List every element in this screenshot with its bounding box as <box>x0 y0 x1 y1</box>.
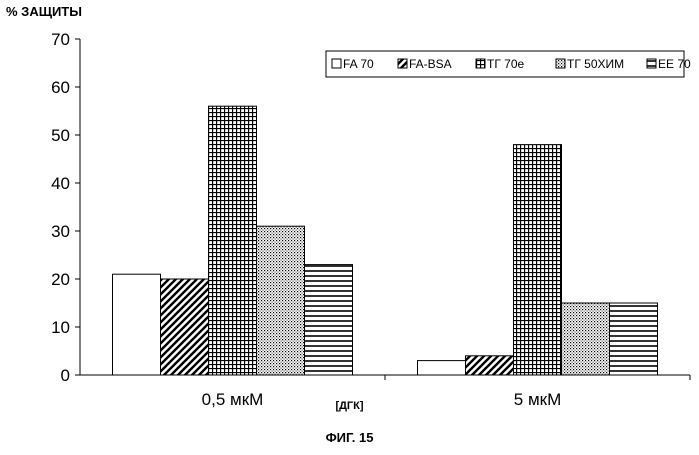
y-tick-label: 70 <box>51 30 70 49</box>
y-tick-label: 40 <box>51 174 70 193</box>
bar-fa-70-0 <box>113 274 161 375</box>
bars <box>113 106 658 375</box>
bar-ee-70-0 <box>305 265 353 375</box>
legend: FA 70 FA-BSA ТГ 70e ТГ 50ХИМ EE 70 <box>326 51 691 77</box>
bar-ee-70-1 <box>610 303 658 375</box>
legend-label: FA-BSA <box>409 57 452 71</box>
bar-тг-50хим-0 <box>257 226 305 375</box>
y-tick-label: 50 <box>51 126 70 145</box>
y-tick-label: 60 <box>51 78 70 97</box>
y-tick-label: 0 <box>61 366 70 385</box>
bar-тг-50хим-1 <box>562 303 610 375</box>
legend-label: FA 70 <box>343 57 374 71</box>
legend-label: ТГ 70e <box>487 57 525 71</box>
legend-swatch <box>647 59 656 68</box>
y-axis-ticks: 0 10 20 30 40 50 60 70 <box>51 30 80 385</box>
bar-тг-70e-0 <box>209 106 257 375</box>
bar-fa-bsa-0 <box>161 279 209 375</box>
bar-тг-70e-1 <box>514 145 562 375</box>
y-tick-label: 10 <box>51 318 70 337</box>
figure-caption: ФИГ. 15 <box>0 430 699 445</box>
y-tick-label: 20 <box>51 270 70 289</box>
x-axis-title: [ДГК] <box>0 400 699 412</box>
legend-swatch <box>398 59 407 68</box>
bar-fa-70-1 <box>418 361 466 375</box>
legend-swatch <box>332 59 341 68</box>
bar-fa-bsa-1 <box>466 356 514 375</box>
legend-label: EE 70 <box>658 57 691 71</box>
legend-swatch <box>556 59 565 68</box>
legend-swatch <box>476 59 485 68</box>
legend-label: ТГ 50ХИМ <box>567 57 624 71</box>
y-tick-label: 30 <box>51 222 70 241</box>
